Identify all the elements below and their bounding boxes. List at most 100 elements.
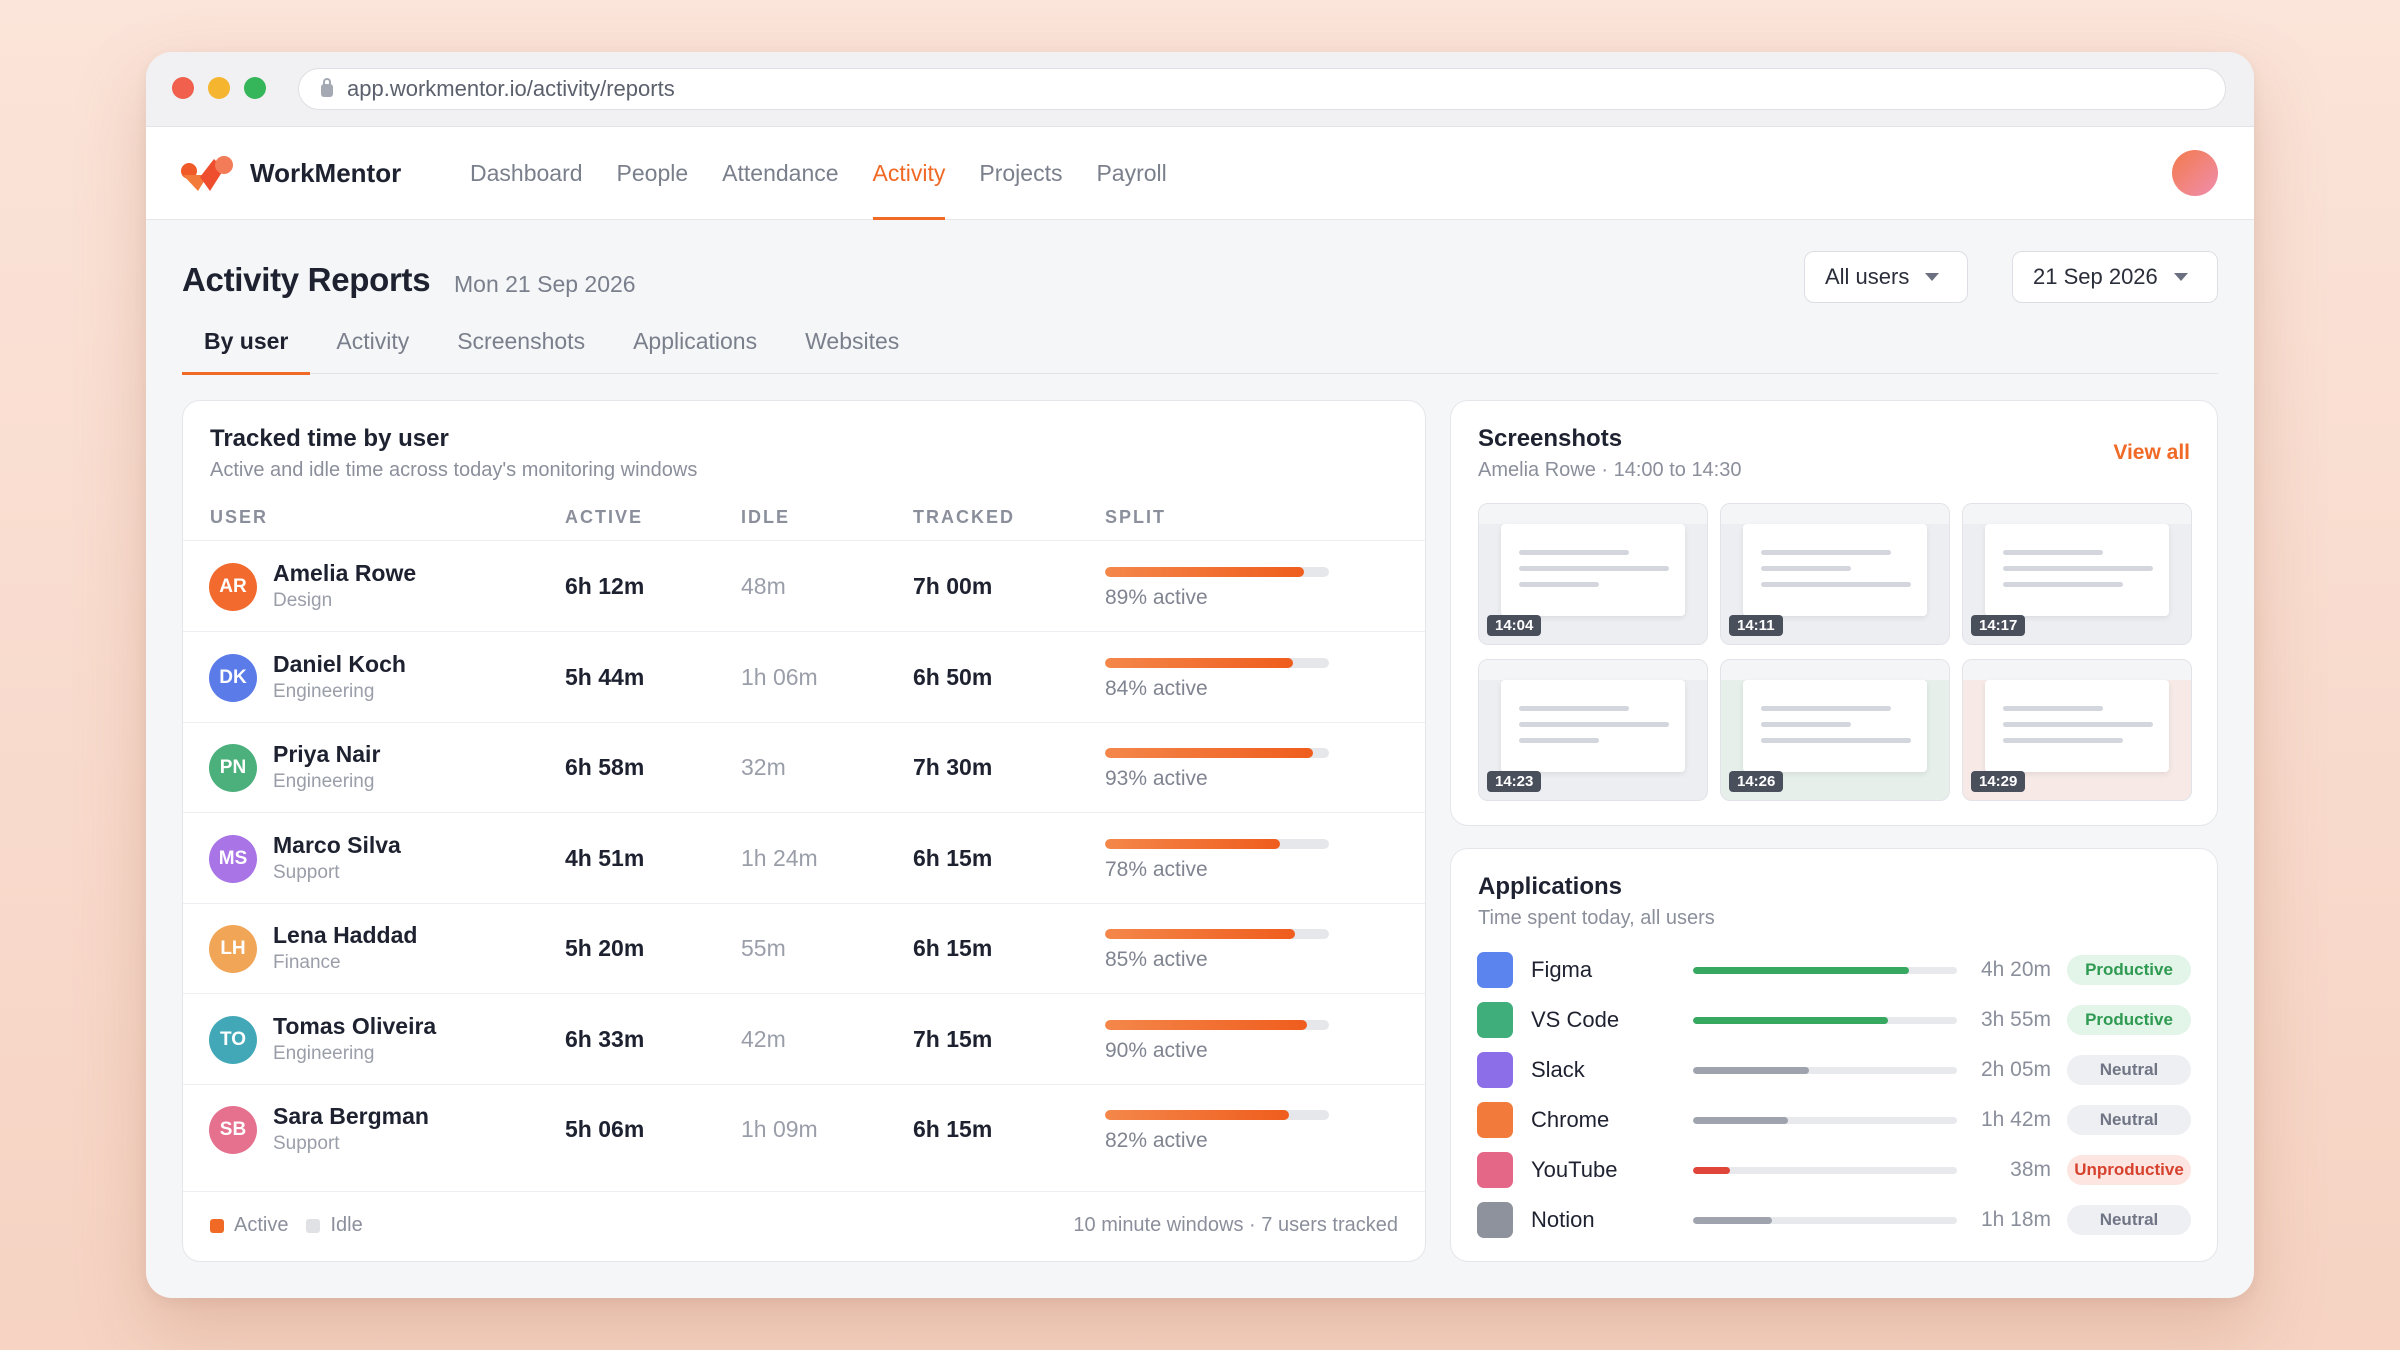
user-name: Marco Silva — [273, 831, 401, 858]
user-avatar[interactable] — [2172, 150, 2218, 196]
text-line — [1761, 550, 1891, 555]
thumbnail-header — [1721, 504, 1949, 524]
split-bar-fill — [1105, 1019, 1307, 1030]
split-bar-fill — [1105, 748, 1314, 758]
split-label: 89% active — [1105, 586, 1208, 609]
maximize-window-button[interactable] — [244, 77, 266, 99]
column-header-idle: IDLE — [741, 507, 791, 527]
list-item[interactable]: VS Code 3h 55m Productive — [1477, 999, 2191, 1039]
split-label: 90% active — [1105, 1038, 1208, 1062]
idle-time: 1h 09m — [741, 1116, 818, 1142]
screenshot-time: 14:23 — [1487, 771, 1542, 792]
screenshot-time: 14:29 — [1971, 771, 2026, 792]
user-department: Finance — [273, 952, 341, 973]
lock-icon — [321, 77, 333, 97]
idle-time: 1h 06m — [741, 663, 818, 690]
avatar: DK — [209, 653, 257, 702]
text-line — [1761, 566, 1851, 571]
text-line — [1761, 582, 1911, 587]
active-time: 5h 06m — [565, 1116, 645, 1142]
active-time: 6h 58m — [565, 754, 645, 780]
tracked-time: 7h 30m — [913, 754, 993, 780]
tab-by-user[interactable]: By user — [182, 316, 311, 375]
nav-people[interactable]: People — [616, 160, 689, 186]
app-time: 4h 20m — [1980, 958, 2051, 981]
card-title: Screenshots — [1478, 425, 1623, 452]
screenshot-time: 14:17 — [1971, 615, 2026, 636]
split-bar-fill — [1105, 567, 1305, 577]
table-row[interactable]: MS Marco Silva Support 4h 51m 1h 24m 6h 15m 78… — [183, 814, 1425, 904]
table-row[interactable]: SB Sara Bergman Support 5h 06m 1h 09m 6h 15m 8… — [183, 1085, 1425, 1175]
workmentor-logo-icon — [181, 156, 233, 191]
screenshot-thumbnail[interactable]: 14:26 — [1720, 659, 1950, 801]
table-row[interactable]: DK Daniel Koch Engineering 5h 44m 1h 06m 6h 5… — [183, 633, 1425, 723]
screenshot-thumbnail[interactable]: 14:17 — [1962, 503, 2192, 645]
app-name: Notion — [1531, 1207, 1595, 1232]
split-bar-fill — [1105, 657, 1294, 668]
tab-websites[interactable]: Websites — [805, 328, 900, 354]
app-name: Figma — [1531, 957, 1593, 982]
split-bar — [1105, 1110, 1329, 1120]
text-line — [2003, 550, 2103, 555]
app-header: WorkMentor Dashboard People Attendance A… — [146, 127, 2254, 220]
column-header-tracked: TRACKED — [913, 507, 1015, 527]
nav-activity[interactable]: Activity — [872, 127, 945, 220]
list-item[interactable]: Notion 1h 18m Neutral — [1477, 1199, 2191, 1239]
user-name: Amelia Rowe — [273, 560, 417, 586]
avatar: LH — [209, 925, 257, 973]
screenshot-thumbnail[interactable]: 14:11 — [1720, 503, 1950, 645]
address-bar[interactable]: app.workmentor.io/activity/reports — [298, 68, 2226, 110]
split-label: 93% active — [1105, 767, 1208, 790]
browser-window: app.workmentor.io/activity/reports WorkM… — [146, 52, 2254, 1298]
tracked-time: 6h 15m — [913, 1116, 993, 1142]
active-time: 5h 20m — [565, 935, 645, 961]
screenshot-thumbnail[interactable]: 14:04 — [1478, 503, 1708, 645]
text-line — [1761, 738, 1911, 743]
list-item[interactable]: Chrome 1h 42m Neutral — [1477, 1099, 2191, 1139]
list-item[interactable]: Figma 4h 20m Productive — [1477, 949, 2191, 989]
close-window-button[interactable] — [172, 77, 194, 99]
split-bar-fill — [1105, 1110, 1289, 1120]
user-filter-dropdown[interactable]: All users — [1804, 251, 1968, 303]
nav-payroll[interactable]: Payroll — [1096, 160, 1167, 186]
screenshot-thumbnail[interactable]: 14:23 — [1478, 659, 1708, 801]
tab-screenshots[interactable]: Screenshots — [457, 328, 586, 354]
nav-dashboard[interactable]: Dashboard — [470, 160, 583, 186]
card-subtitle: Time spent today, all users — [1478, 907, 1715, 929]
table-row[interactable]: AR Amelia Rowe Design 6h 12m 48m 7h 00m 89% ac… — [183, 542, 1425, 632]
split-label: 82% active — [1105, 1129, 1208, 1152]
thumbnail-header — [1963, 660, 2191, 680]
user-name: Tomas Oliveira — [273, 1012, 437, 1039]
view-all-link[interactable]: View all — [2113, 441, 2190, 464]
date-filter-value: 21 Sep 2026 — [2033, 264, 2158, 289]
tab-applications[interactable]: Applications — [633, 328, 758, 354]
page-title: Activity Reports — [182, 261, 431, 298]
thumbnail-page — [1501, 524, 1685, 616]
date-filter-dropdown[interactable]: 21 Sep 2026 — [2012, 251, 2218, 303]
screenshots-card: Screenshots Amelia Rowe · 14:00 to 14:30… — [1450, 400, 2218, 826]
list-item[interactable]: Slack 2h 05m Neutral — [1477, 1049, 2191, 1089]
table-row[interactable]: TO Tomas Oliveira Engineering 6h 33m 42m 7h 1… — [183, 995, 1425, 1085]
vs-code-app-icon — [1477, 1002, 1513, 1038]
url-text: app.workmentor.io/activity/reports — [347, 76, 675, 101]
table-row[interactable]: LH Lena Haddad Finance 5h 20m 55m 6h 15m 85% a… — [183, 904, 1425, 994]
user-department: Support — [273, 1133, 340, 1154]
screenshot-thumbnail[interactable]: 14:29 — [1962, 659, 2192, 801]
minimize-window-button[interactable] — [208, 77, 230, 99]
legend-idle-label: Idle — [330, 1214, 363, 1236]
page-date: Mon 21 Sep 2026 — [454, 271, 636, 297]
nav-attendance[interactable]: Attendance — [722, 160, 839, 186]
column-header-user: USER — [210, 507, 269, 527]
status-badge: Neutral — [2067, 1055, 2191, 1085]
list-item[interactable]: YouTube 38m Unproductive — [1477, 1149, 2191, 1189]
thumbnail-header — [1479, 504, 1707, 524]
chevron-down-icon — [1925, 273, 1940, 281]
status-badge: Neutral — [2067, 1205, 2191, 1235]
split-bar-fill — [1105, 838, 1280, 849]
tab-activity[interactable]: Activity — [336, 328, 410, 354]
user-name: Daniel Koch — [273, 650, 406, 677]
table-row[interactable]: PN Priya Nair Engineering 6h 58m 32m 7h 30m 93… — [183, 723, 1425, 813]
applications-card: Applications Time spent today, all users… — [1450, 848, 2218, 1262]
nav-projects[interactable]: Projects — [979, 160, 1063, 186]
text-line — [1519, 550, 1629, 555]
